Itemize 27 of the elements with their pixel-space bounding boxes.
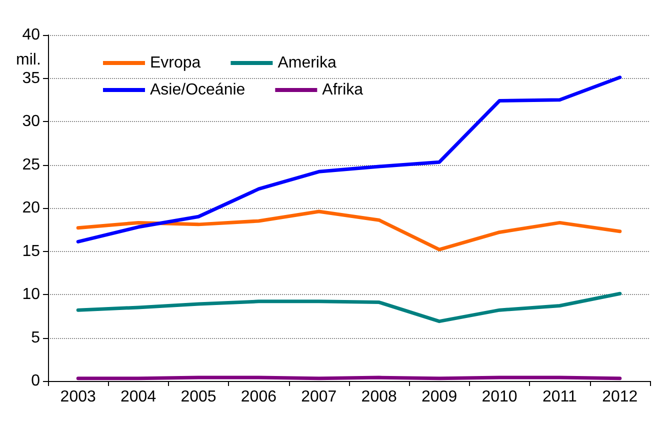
line-series [76,76,622,244]
y-tick-label: 5 [31,329,40,346]
y-axis-title: mil. [16,52,41,68]
x-tick-label: 2004 [120,388,156,406]
x-tick-label: 2008 [361,388,397,406]
x-tick-label: 2003 [60,388,96,406]
x-tick-label: 2009 [422,388,458,406]
x-tick-label: 2006 [240,388,277,406]
x-tick-label: 2007 [301,388,337,406]
y-tick-label: 30 [22,113,40,130]
line-series [76,292,622,324]
x-tick-label: 2011 [542,388,578,406]
y-tick-label: 40 [22,26,40,44]
y-tick-label: 20 [22,200,40,216]
legend-label: Amerika [278,54,336,72]
y-tick-label: 35 [22,70,40,87]
y-tick-label: 10 [22,286,40,303]
legend-label: Asie/Oceánie [150,82,246,98]
x-tick-label: 2012 [602,388,638,406]
x-tick-label: 2010 [482,388,518,406]
y-tick-label: 25 [22,156,40,174]
line-series [76,210,622,252]
legend-label: Evropa [150,54,201,72]
y-tick-label: 15 [22,242,40,260]
x-tick-label: 2005 [180,388,216,406]
legend-label: Afrika [322,82,364,98]
y-tick-label: 0 [31,372,40,390]
